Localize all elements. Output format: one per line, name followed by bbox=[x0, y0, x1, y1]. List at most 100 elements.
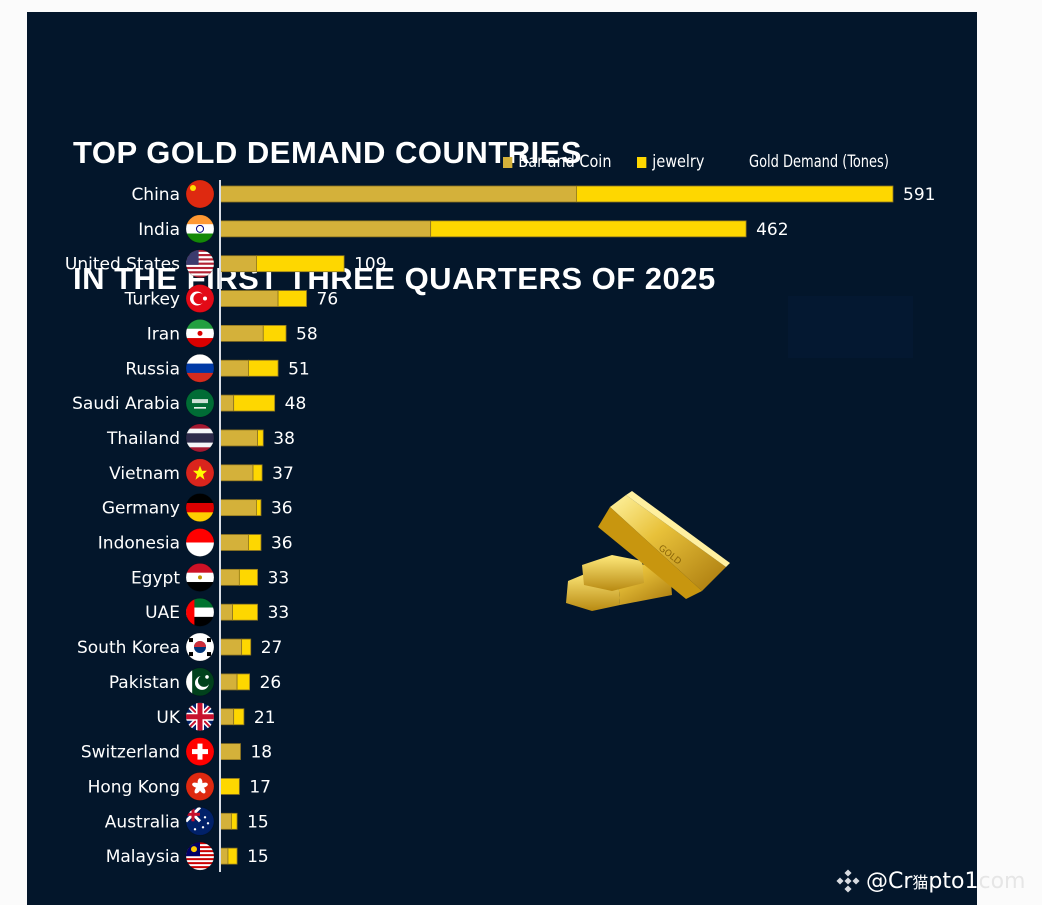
bar-segment-bar-and-coin-switzerland bbox=[219, 743, 241, 760]
value-label-australia: 15 bbox=[247, 812, 269, 832]
country-label-pakistan: Pakistan bbox=[109, 673, 180, 693]
bar-row-switzerland: Switzerland 18 bbox=[81, 737, 272, 766]
bar-segment-bar-and-coin-australia bbox=[219, 812, 232, 830]
country-label-turkey: Turkey bbox=[124, 290, 180, 310]
value-label-vietnam: 37 bbox=[272, 464, 294, 484]
value-label-south-korea: 27 bbox=[261, 638, 283, 658]
indonesia-flag-icon bbox=[185, 528, 215, 557]
uk-flag-icon bbox=[185, 702, 215, 732]
axis-line bbox=[219, 180, 221, 872]
legend-swatch-bar-and-coin bbox=[503, 156, 513, 168]
malaysia-flag-icon bbox=[185, 841, 215, 871]
bar-segment-bar-and-coin-india bbox=[219, 220, 432, 238]
turkey-flag-icon bbox=[185, 284, 215, 313]
value-label-united-states: 109 bbox=[354, 255, 386, 275]
watermark-overlay-glyph: 猫 bbox=[912, 873, 929, 892]
gold-bars-image: GOLD bbox=[566, 491, 730, 611]
bar-segment-bar-and-coin-vietnam bbox=[219, 464, 254, 482]
value-label-iran: 58 bbox=[296, 324, 318, 344]
bar-segment-jewelry-malaysia bbox=[227, 847, 238, 865]
legend-item-jewelry: jewelry bbox=[637, 150, 704, 174]
bar-segment-bar-and-coin-thailand bbox=[219, 429, 258, 447]
bar-row-vietnam: Vietnam 37 bbox=[109, 458, 294, 488]
bar-row-uae: UAE 33 bbox=[145, 597, 290, 627]
bar-row-turkey: Turkey 76 bbox=[124, 284, 338, 313]
value-label-china: 591 bbox=[903, 185, 935, 205]
value-label-uk: 21 bbox=[254, 708, 276, 728]
value-label-pakistan: 26 bbox=[260, 673, 282, 693]
background-artifact bbox=[788, 296, 913, 358]
value-label-indonesia: 36 bbox=[271, 534, 293, 554]
bar-segment-jewelry-united-states bbox=[256, 255, 345, 273]
bar-segment-jewelry-russia bbox=[248, 359, 279, 377]
country-label-south-korea: South Korea bbox=[77, 638, 180, 658]
legend-item-bar-and-coin: Bar and Coin bbox=[503, 150, 611, 174]
watermark-handle: @Cr bbox=[866, 868, 913, 894]
bar-segment-jewelry-australia bbox=[230, 812, 238, 830]
legend: Bar and Coin jewelry bbox=[0, 150, 1042, 174]
country-label-vietnam: Vietnam bbox=[109, 464, 180, 484]
legend-swatch-jewelry bbox=[637, 156, 647, 168]
bar-segment-jewelry-saudi-arabia bbox=[233, 394, 276, 412]
saudi-arabia-flag-icon bbox=[185, 388, 215, 418]
bar-row-hong-kong: Hong Kong 17 bbox=[88, 772, 271, 801]
south-korea-flag-icon bbox=[185, 632, 215, 662]
value-label-malaysia: 15 bbox=[247, 847, 269, 867]
china-flag-icon bbox=[185, 179, 215, 209]
country-label-china: China bbox=[131, 185, 180, 205]
russia-flag-icon bbox=[185, 353, 215, 383]
country-label-saudi-arabia: Saudi Arabia bbox=[72, 394, 180, 414]
bar-segment-jewelry-thailand bbox=[257, 429, 264, 447]
value-label-uae: 33 bbox=[268, 603, 290, 623]
bar-segment-jewelry-germany bbox=[256, 499, 262, 517]
bar-row-germany: Germany 36 bbox=[102, 493, 293, 523]
bar-segment-jewelry-turkey bbox=[277, 290, 307, 307]
bar-segment-jewelry-iran bbox=[262, 324, 287, 342]
bar-row-china: China 591 bbox=[131, 179, 935, 209]
bar-segment-jewelry-south-korea bbox=[241, 638, 252, 656]
country-label-thailand: Thailand bbox=[106, 429, 180, 449]
bar-row-south-korea: South Korea 27 bbox=[77, 632, 283, 662]
bar-segment-bar-and-coin-egypt bbox=[219, 568, 240, 586]
pakistan-flag-icon bbox=[185, 667, 215, 697]
bar-row-russia: Russia 51 bbox=[125, 353, 310, 383]
bar-segment-jewelry-egypt bbox=[238, 568, 258, 586]
value-label-saudi-arabia: 48 bbox=[285, 394, 307, 414]
egypt-flag-icon bbox=[185, 562, 215, 592]
title-line-1: TOP GOLD DEMAND COUNTRIES bbox=[73, 135, 583, 170]
bar-segment-bar-and-coin-turkey bbox=[219, 290, 279, 307]
country-label-malaysia: Malaysia bbox=[106, 847, 180, 867]
value-label-india: 462 bbox=[756, 220, 788, 240]
country-label-indonesia: Indonesia bbox=[98, 534, 180, 554]
bar-row-malaysia: Malaysia 15 bbox=[106, 841, 269, 871]
country-label-switzerland: Switzerland bbox=[81, 743, 180, 763]
bar-row-united-states: United States 109 bbox=[65, 249, 387, 279]
united-states-flag-icon bbox=[185, 249, 215, 279]
bar-row-pakistan: Pakistan 26 bbox=[109, 667, 282, 697]
bar-segment-bar-and-coin-germany bbox=[219, 499, 257, 517]
india-flag-icon bbox=[185, 214, 215, 244]
bar-row-saudi-arabia: Saudi Arabia 48 bbox=[72, 388, 307, 418]
bar-segment-bar-and-coin-iran bbox=[219, 324, 264, 342]
country-label-hong-kong: Hong Kong bbox=[88, 777, 180, 797]
bar-segment-bar-and-coin-indonesia bbox=[219, 534, 249, 551]
bar-row-iran: Iran 58 bbox=[147, 318, 318, 348]
country-label-egypt: Egypt bbox=[131, 568, 180, 588]
value-label-hong-kong: 17 bbox=[249, 777, 271, 797]
bar-row-australia: Australia 15 bbox=[105, 806, 269, 836]
bar-segment-bar-and-coin-united-states bbox=[219, 255, 257, 273]
value-label-thailand: 38 bbox=[273, 429, 295, 449]
bar-segment-bar-and-coin-pakistan bbox=[219, 673, 238, 691]
value-label-egypt: 33 bbox=[268, 568, 290, 588]
bar-segment-jewelry-vietnam bbox=[252, 464, 263, 482]
bar-row-egypt: Egypt 33 bbox=[131, 562, 290, 592]
thailand-flag-icon bbox=[185, 423, 215, 453]
bar-segment-jewelry-hong-kong bbox=[219, 778, 240, 795]
value-label-russia: 51 bbox=[288, 359, 310, 379]
country-label-united-states: United States bbox=[65, 255, 180, 275]
bar-segment-bar-and-coin-uk bbox=[219, 708, 235, 726]
bar-segment-jewelry-india bbox=[430, 220, 747, 238]
bar-segment-bar-and-coin-malaysia bbox=[219, 847, 229, 865]
bar-segment-bar-and-coin-uae bbox=[219, 603, 233, 621]
